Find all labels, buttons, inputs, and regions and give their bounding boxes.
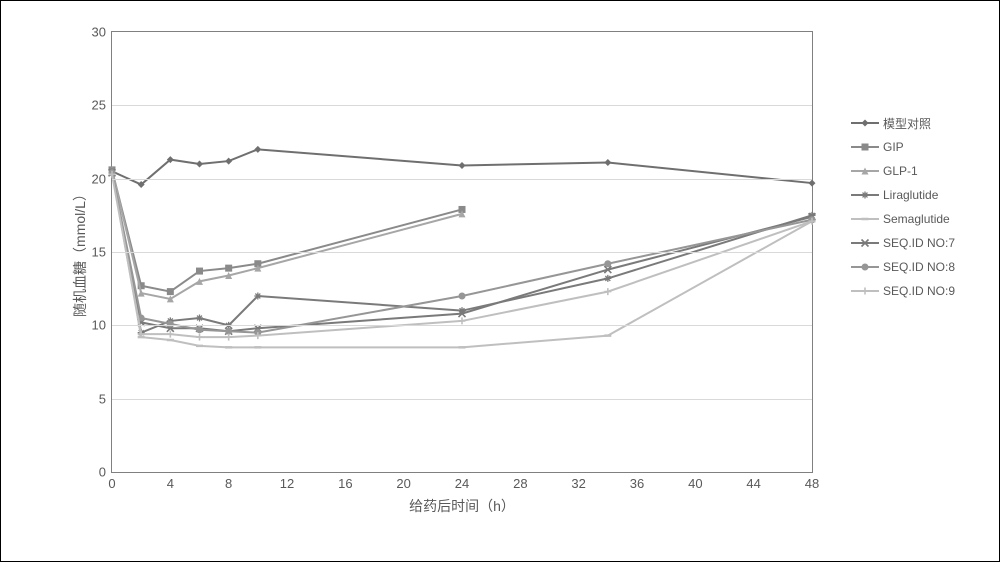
series-marker xyxy=(167,288,174,295)
legend-label: GLP-1 xyxy=(883,164,918,178)
plot-area: 随机血糖（mmol/L） 给药后时间（h） 051015202530048121… xyxy=(111,31,813,473)
series-marker xyxy=(459,293,466,300)
x-tick-label: 28 xyxy=(513,472,527,491)
legend-item: GLP-1 xyxy=(851,164,955,178)
y-axis-title: 随机血糖（mmol/L） xyxy=(70,187,90,317)
series-marker xyxy=(196,161,203,168)
legend-item: Liraglutide xyxy=(851,188,955,202)
legend-label: GIP xyxy=(883,140,904,154)
legend-marker xyxy=(851,164,879,178)
x-tick-label: 20 xyxy=(396,472,410,491)
x-tick-label: 4 xyxy=(167,472,174,491)
series-line xyxy=(112,170,462,292)
series-marker xyxy=(604,260,611,267)
legend-label: SEQ.ID NO:8 xyxy=(883,260,955,274)
gridline-y xyxy=(112,325,812,326)
legend-item: 模型对照 xyxy=(851,116,955,130)
series-marker xyxy=(604,275,611,282)
legend-label: Liraglutide xyxy=(883,188,938,202)
legend-label: SEQ.ID NO:9 xyxy=(883,284,955,298)
series-line xyxy=(112,170,462,299)
legend-label: SEQ.ID NO:7 xyxy=(883,236,955,250)
x-tick-label: 8 xyxy=(225,472,232,491)
series-marker xyxy=(196,326,203,333)
series-marker xyxy=(604,159,611,166)
chart-container: 随机血糖（mmol/L） 给药后时间（h） 051015202530048121… xyxy=(0,0,1000,562)
x-tick-label: 12 xyxy=(280,472,294,491)
gridline-y xyxy=(112,252,812,253)
legend-marker xyxy=(851,236,879,250)
x-axis-title: 给药后时间（h） xyxy=(409,496,515,516)
series-marker xyxy=(809,180,816,187)
legend-item: SEQ.ID NO:9 xyxy=(851,284,955,298)
legend: 模型对照 GIP GLP-1 Liraglutide Semaglutide SEQ.ID… xyxy=(851,116,955,308)
legend-marker xyxy=(851,140,879,154)
legend-marker xyxy=(851,284,879,298)
series-marker xyxy=(254,146,261,153)
y-tick-label: 20 xyxy=(92,171,112,186)
gridline-y xyxy=(112,179,812,180)
legend-item: Semaglutide xyxy=(851,212,955,226)
gridline-y xyxy=(112,399,812,400)
legend-marker xyxy=(851,116,879,130)
series-marker xyxy=(225,158,232,165)
x-tick-label: 48 xyxy=(805,472,819,491)
series-marker xyxy=(196,334,203,341)
legend-marker xyxy=(851,212,879,226)
x-tick-label: 44 xyxy=(746,472,760,491)
series-marker xyxy=(459,317,466,324)
x-tick-label: 40 xyxy=(688,472,702,491)
x-tick-label: 24 xyxy=(455,472,469,491)
legend-item: GIP xyxy=(851,140,955,154)
series-marker xyxy=(196,315,203,322)
series-marker xyxy=(254,293,261,300)
legend-marker xyxy=(851,260,879,274)
y-tick-label: 5 xyxy=(99,391,112,406)
legend-label: Semaglutide xyxy=(883,212,950,226)
x-tick-label: 36 xyxy=(630,472,644,491)
y-tick-label: 30 xyxy=(92,25,112,40)
legend-label: 模型对照 xyxy=(883,115,931,132)
gridline-y xyxy=(112,105,812,106)
series-marker xyxy=(196,268,203,275)
series-marker xyxy=(459,162,466,169)
legend-marker xyxy=(851,188,879,202)
x-tick-label: 16 xyxy=(338,472,352,491)
legend-item: SEQ.ID NO:8 xyxy=(851,260,955,274)
legend-item: SEQ.ID NO:7 xyxy=(851,236,955,250)
x-tick-label: 32 xyxy=(571,472,585,491)
y-tick-label: 25 xyxy=(92,98,112,113)
x-tick-label: 0 xyxy=(108,472,115,491)
series-marker xyxy=(225,265,232,272)
y-tick-label: 15 xyxy=(92,245,112,260)
y-tick-label: 10 xyxy=(92,318,112,333)
series-marker xyxy=(604,288,611,295)
